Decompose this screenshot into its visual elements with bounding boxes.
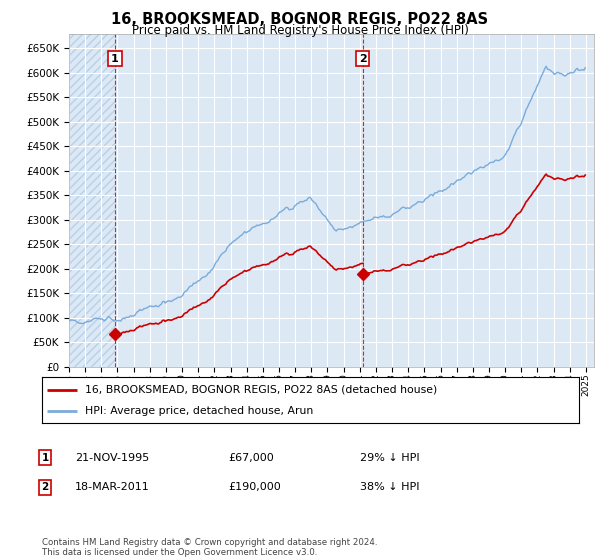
Text: 2: 2 <box>41 482 49 492</box>
Text: Price paid vs. HM Land Registry's House Price Index (HPI): Price paid vs. HM Land Registry's House … <box>131 24 469 36</box>
Text: 1: 1 <box>111 54 119 64</box>
Text: 2: 2 <box>359 54 367 64</box>
Text: HPI: Average price, detached house, Arun: HPI: Average price, detached house, Arun <box>85 406 313 416</box>
Text: £67,000: £67,000 <box>228 452 274 463</box>
Text: 21-NOV-1995: 21-NOV-1995 <box>75 452 149 463</box>
Text: 18-MAR-2011: 18-MAR-2011 <box>75 482 150 492</box>
Text: 38% ↓ HPI: 38% ↓ HPI <box>360 482 419 492</box>
Text: 16, BROOKSMEAD, BOGNOR REGIS, PO22 8AS: 16, BROOKSMEAD, BOGNOR REGIS, PO22 8AS <box>112 12 488 27</box>
Text: 29% ↓ HPI: 29% ↓ HPI <box>360 452 419 463</box>
Text: Contains HM Land Registry data © Crown copyright and database right 2024.
This d: Contains HM Land Registry data © Crown c… <box>42 538 377 557</box>
Text: 1: 1 <box>41 452 49 463</box>
Text: 16, BROOKSMEAD, BOGNOR REGIS, PO22 8AS (detached house): 16, BROOKSMEAD, BOGNOR REGIS, PO22 8AS (… <box>85 385 437 395</box>
Text: £190,000: £190,000 <box>228 482 281 492</box>
